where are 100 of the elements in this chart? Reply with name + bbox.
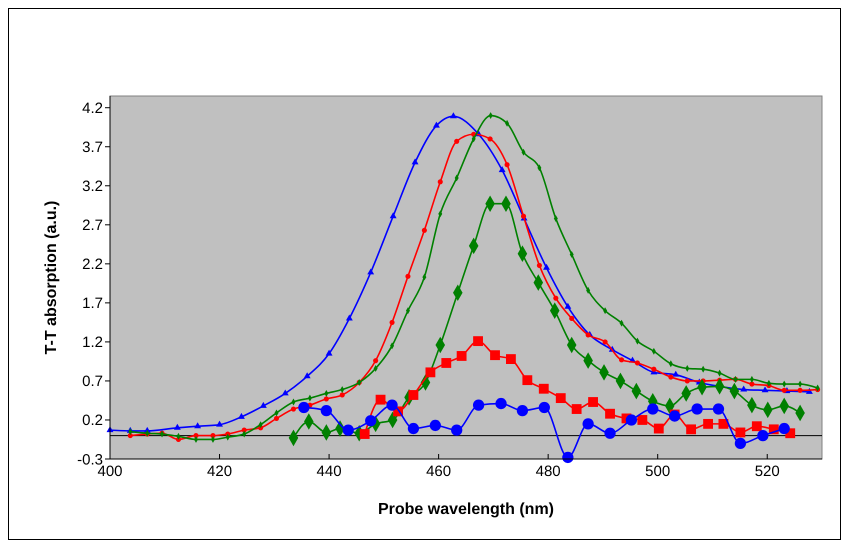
- x-tick-label: 480: [536, 463, 561, 480]
- point: [618, 357, 624, 362]
- point: [376, 394, 386, 405]
- x-tick-label: 420: [207, 463, 232, 480]
- point: [782, 388, 787, 393]
- point: [538, 384, 549, 394]
- point: [408, 422, 420, 434]
- point: [274, 416, 280, 421]
- point: [456, 351, 467, 361]
- point: [450, 112, 457, 118]
- point: [390, 320, 395, 325]
- point: [637, 415, 648, 425]
- point: [488, 136, 493, 142]
- point: [390, 212, 397, 218]
- point: [647, 403, 658, 415]
- point: [703, 418, 713, 429]
- point: [522, 375, 532, 386]
- point: [174, 424, 181, 430]
- point: [553, 296, 558, 301]
- point: [669, 410, 680, 422]
- point: [686, 424, 696, 434]
- point: [451, 424, 462, 436]
- point: [472, 400, 484, 411]
- x-tick-label: 460: [426, 463, 452, 480]
- x-tick-label: 520: [754, 463, 780, 480]
- point: [490, 350, 500, 360]
- point: [473, 336, 483, 346]
- point: [651, 366, 656, 372]
- point: [506, 354, 516, 364]
- point: [538, 402, 550, 414]
- point: [422, 228, 427, 233]
- x-axis-title: Probe wavelength (nm): [378, 501, 554, 518]
- point: [757, 430, 768, 442]
- point: [238, 412, 245, 419]
- point: [504, 162, 510, 168]
- point: [260, 402, 267, 408]
- y-tick-label: 2.2: [82, 256, 103, 274]
- point: [564, 302, 572, 309]
- y-tick-label: 0.2: [82, 412, 103, 430]
- point: [367, 268, 374, 274]
- point: [216, 420, 223, 427]
- point: [340, 392, 345, 398]
- point: [752, 421, 762, 432]
- point: [543, 264, 550, 270]
- y-tick-label: 1.7: [82, 295, 103, 312]
- point: [432, 122, 440, 128]
- point: [441, 358, 452, 368]
- point: [516, 404, 528, 416]
- point: [386, 400, 398, 411]
- point: [654, 424, 664, 434]
- point: [365, 415, 376, 426]
- point: [342, 424, 354, 436]
- point: [586, 332, 591, 338]
- point: [582, 418, 594, 430]
- point: [712, 403, 724, 415]
- point: [762, 386, 768, 392]
- point: [735, 428, 746, 438]
- point: [373, 358, 378, 364]
- point: [626, 414, 638, 426]
- y-tick-label: 3.2: [82, 178, 103, 196]
- point: [326, 350, 333, 356]
- point: [691, 403, 703, 415]
- point: [749, 382, 754, 387]
- point: [412, 158, 419, 164]
- point: [290, 406, 296, 412]
- point: [572, 404, 582, 414]
- point: [324, 396, 329, 402]
- point: [346, 314, 353, 320]
- point: [498, 166, 506, 172]
- point: [556, 393, 566, 404]
- point: [282, 389, 289, 396]
- point: [194, 422, 202, 428]
- point: [304, 372, 311, 378]
- y-tick-label: 4.2: [82, 100, 103, 117]
- point: [408, 390, 418, 400]
- y-axis-title: T-T absorption (a.u.): [43, 200, 60, 354]
- point: [684, 378, 690, 384]
- point: [604, 428, 616, 439]
- y-tick-label: 0.7: [82, 373, 103, 390]
- point: [320, 404, 332, 416]
- point: [740, 386, 748, 392]
- y-tick-label: 3.7: [82, 138, 103, 156]
- point: [360, 429, 370, 439]
- y-tick-label: 2.7: [82, 217, 103, 234]
- point: [405, 274, 411, 279]
- point: [454, 138, 460, 144]
- point: [425, 367, 436, 378]
- point: [298, 402, 310, 414]
- point: [569, 316, 574, 322]
- point: [672, 370, 680, 377]
- point: [778, 422, 790, 434]
- x-tick-label: 500: [645, 463, 670, 480]
- point: [718, 418, 728, 429]
- point: [602, 339, 608, 344]
- point: [798, 388, 803, 393]
- point: [536, 262, 542, 268]
- point: [588, 397, 598, 407]
- point: [668, 374, 674, 380]
- y-tick-label: 1.2: [82, 334, 103, 352]
- point: [634, 360, 640, 366]
